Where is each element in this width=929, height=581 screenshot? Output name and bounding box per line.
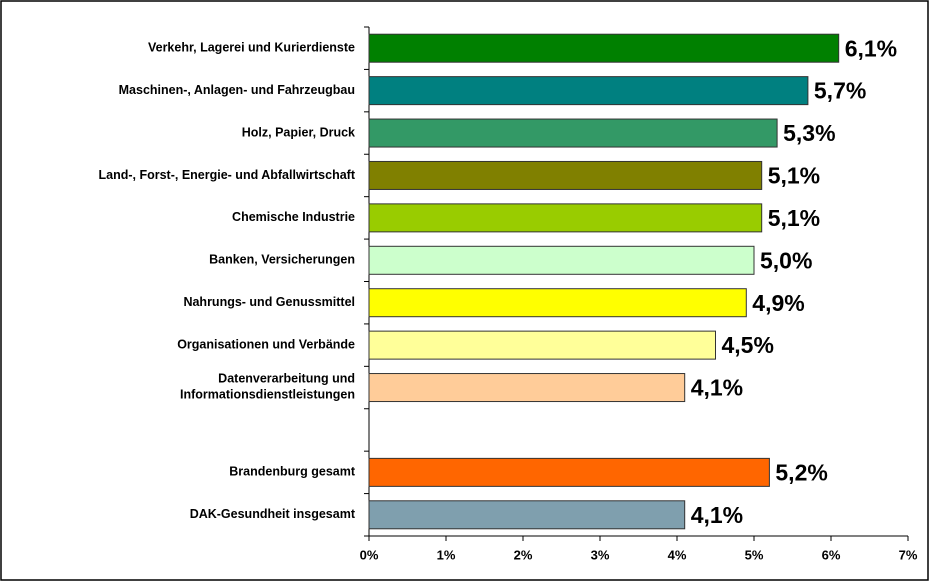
- x-tick-label: 1%: [437, 547, 456, 562]
- value-label: 6,1%: [845, 35, 897, 61]
- bar: [368, 288, 747, 318]
- bar: [368, 118, 778, 148]
- x-tick-label: 0%: [360, 547, 379, 562]
- bar: [368, 203, 763, 233]
- value-label: 4,1%: [691, 502, 743, 528]
- x-tick-label: 7%: [899, 547, 918, 562]
- x-tick-label: 6%: [822, 547, 841, 562]
- y-tick-label: Holz, Papier, Druck: [242, 125, 355, 139]
- value-label: 5,3%: [783, 120, 835, 146]
- bar: [368, 330, 716, 360]
- y-tick-label: Nahrungs- und Genussmittel: [183, 295, 355, 309]
- bar: [368, 373, 686, 403]
- bar: [368, 500, 686, 530]
- value-label: 5,1%: [768, 205, 820, 231]
- value-label: 5,2%: [775, 459, 827, 485]
- bar: [368, 160, 763, 190]
- x-tick-label: 2%: [514, 547, 533, 562]
- y-tick-label: Maschinen-, Anlagen- und Fahrzeugbau: [119, 83, 355, 97]
- value-label: 5,1%: [768, 163, 820, 189]
- y-tick-label: Organisationen und Verbände: [177, 337, 355, 351]
- value-label: 4,5%: [722, 332, 774, 358]
- bar: [368, 33, 840, 63]
- value-label: 5,0%: [760, 247, 812, 273]
- y-tick-label: DAK-Gesundheit insgesamt: [190, 507, 356, 521]
- bar: [368, 76, 809, 106]
- x-tick-label: 5%: [745, 547, 764, 562]
- y-tick-label: Datenverarbeitung und Informationsdienstl…: [180, 372, 355, 402]
- y-tick-label: Verkehr, Lagerei und Kurierdienste: [148, 41, 355, 55]
- bar: [368, 457, 770, 487]
- y-tick-label: Brandenburg gesamt: [229, 465, 356, 479]
- bar: [368, 245, 755, 275]
- y-tick-label: Banken, Versicherungen: [209, 253, 355, 267]
- value-label: 5,7%: [814, 78, 866, 104]
- x-tick-label: 3%: [591, 547, 610, 562]
- value-label: 4,1%: [691, 375, 743, 401]
- value-label: 4,9%: [752, 290, 804, 316]
- y-tick-label: Chemische Industrie: [232, 210, 355, 224]
- x-tick-label: 4%: [668, 547, 687, 562]
- y-tick-label: Land-, Forst-, Energie- und Abfallwirtsc…: [99, 168, 356, 182]
